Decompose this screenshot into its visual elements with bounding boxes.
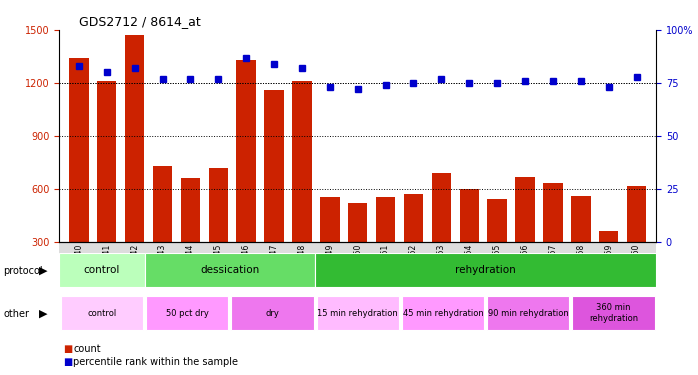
Text: ▶: ▶ <box>39 309 47 319</box>
Bar <box>543 183 563 295</box>
Bar <box>315 253 656 287</box>
Text: ■: ■ <box>63 344 72 354</box>
Text: rehydration: rehydration <box>455 265 516 275</box>
Text: count: count <box>73 344 101 354</box>
Text: protocol: protocol <box>3 266 43 276</box>
Text: 45 min rehydration: 45 min rehydration <box>403 309 483 318</box>
Bar <box>316 296 399 330</box>
Text: ■: ■ <box>63 357 72 367</box>
Bar <box>231 296 313 330</box>
Bar <box>403 194 423 295</box>
Bar <box>146 296 228 330</box>
Bar <box>59 253 144 287</box>
Bar <box>572 296 655 330</box>
Bar <box>320 197 340 295</box>
Text: 90 min rehydration: 90 min rehydration <box>488 309 569 318</box>
Bar <box>459 189 479 295</box>
Bar <box>515 177 535 295</box>
Text: ▶: ▶ <box>39 266 47 276</box>
Text: GDS2712 / 8614_at: GDS2712 / 8614_at <box>79 15 200 28</box>
Bar <box>69 58 89 295</box>
Bar <box>292 81 312 295</box>
Bar <box>265 90 284 295</box>
Text: 50 pct dry: 50 pct dry <box>166 309 209 318</box>
Bar <box>209 168 228 295</box>
Text: control: control <box>87 309 117 318</box>
Bar <box>487 296 570 330</box>
Text: dessication: dessication <box>200 265 260 275</box>
Bar <box>487 199 507 295</box>
Bar <box>627 186 646 295</box>
Bar <box>181 178 200 295</box>
Bar <box>348 203 367 295</box>
Bar <box>376 197 395 295</box>
Bar <box>97 81 117 295</box>
Bar <box>431 173 451 295</box>
Bar <box>125 35 144 295</box>
Bar <box>571 196 591 295</box>
Bar <box>402 296 484 330</box>
Text: dry: dry <box>265 309 279 318</box>
Bar <box>237 60 256 295</box>
Bar <box>61 296 143 330</box>
Text: percentile rank within the sample: percentile rank within the sample <box>73 357 238 367</box>
Bar <box>144 253 315 287</box>
Text: control: control <box>84 265 120 275</box>
Bar <box>599 231 618 295</box>
Text: 15 min rehydration: 15 min rehydration <box>318 309 398 318</box>
Text: 360 min
rehydration: 360 min rehydration <box>589 303 638 323</box>
Bar <box>153 166 172 295</box>
Text: other: other <box>3 309 29 319</box>
